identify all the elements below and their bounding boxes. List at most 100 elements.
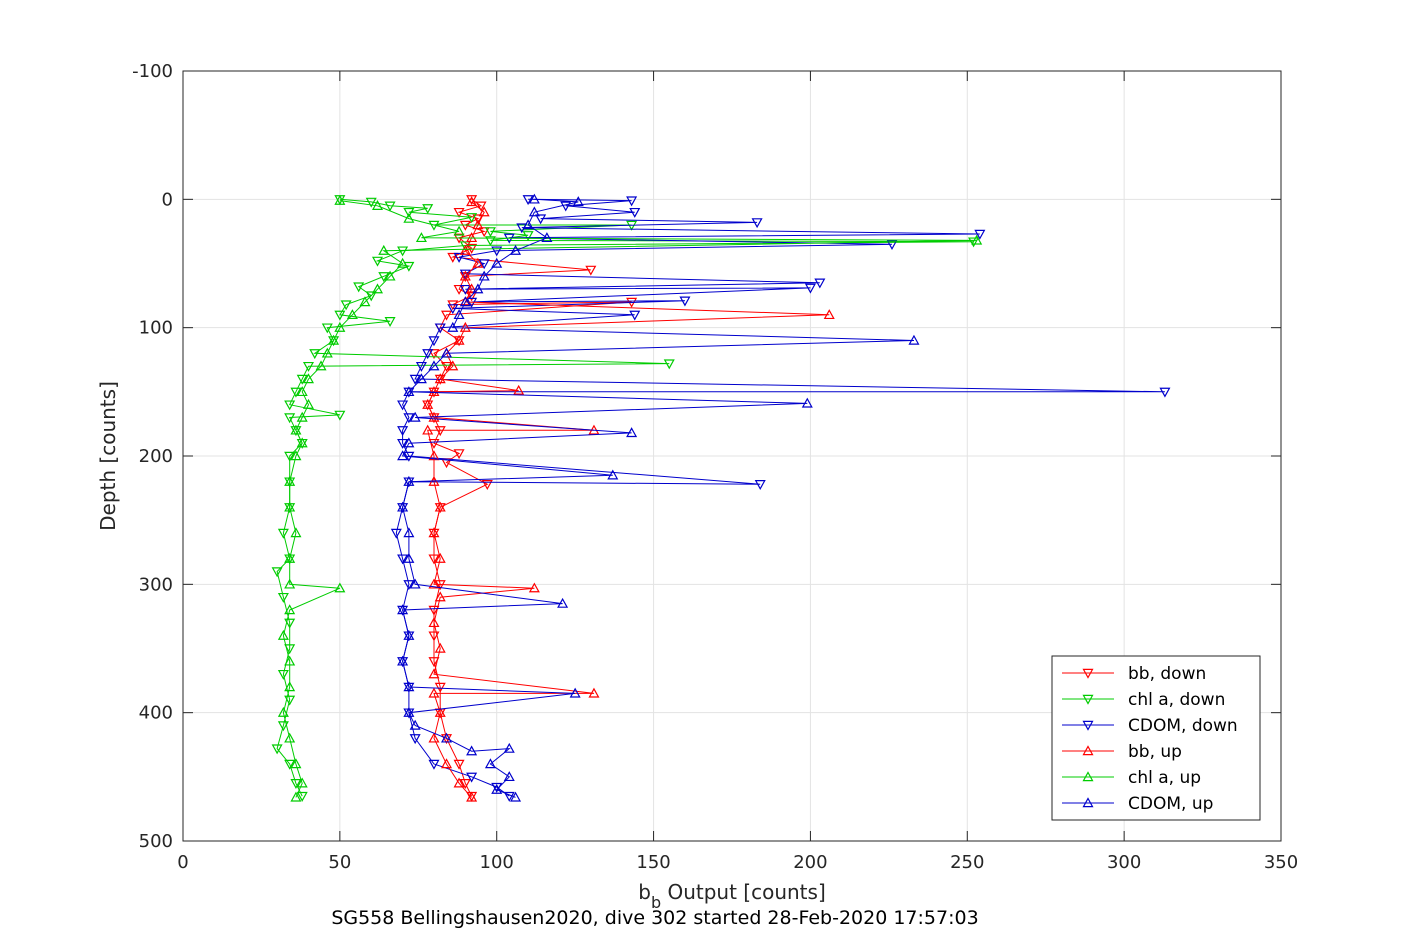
ticks: 0 50 100 150 200 250 300 350 -100 0 100 200 300 400 50… [132, 61, 1298, 873]
data-point [459, 270, 471, 281]
data-point [459, 779, 471, 789]
data-point [466, 772, 478, 783]
series-line [401, 198, 915, 798]
data-point [284, 759, 296, 770]
data-point [284, 413, 296, 424]
y-tick-label: -100 [132, 61, 173, 82]
data-point [814, 278, 826, 289]
data-point [459, 296, 471, 307]
data-point [403, 207, 415, 218]
data-point [428, 360, 440, 371]
data-point [284, 644, 296, 655]
data-point [284, 681, 296, 692]
data-point [535, 214, 547, 225]
data-point [397, 438, 409, 449]
data-point [409, 734, 421, 745]
data-point [290, 424, 302, 435]
legend-marker [1082, 668, 1094, 679]
data-point [284, 451, 296, 462]
data-point [466, 791, 478, 802]
data-point [403, 413, 415, 424]
data-point [522, 195, 534, 206]
data-point [302, 361, 315, 372]
data-point [434, 373, 446, 384]
data-point [284, 732, 296, 743]
data-point [459, 244, 471, 255]
x-axis-label-rest: Output [counts] [661, 880, 826, 904]
data-point [557, 597, 569, 608]
data-point [478, 270, 490, 281]
legend-box [1051, 655, 1261, 821]
data-point [428, 554, 440, 565]
x-tick-label: 0 [177, 852, 188, 873]
data-point [403, 629, 415, 640]
data-point [466, 291, 478, 302]
data-point [397, 426, 409, 437]
data-point [334, 582, 346, 593]
data-point [384, 317, 396, 327]
data-point [572, 196, 584, 207]
y-tick-label: 0 [162, 189, 173, 210]
data-point [441, 758, 453, 769]
data-point [503, 791, 515, 802]
data-point [290, 779, 302, 789]
data-point [277, 669, 289, 680]
legend-marker [1082, 720, 1094, 731]
data-point [491, 783, 503, 794]
data-point [434, 642, 446, 653]
data-point [481, 480, 493, 490]
x-tick-label: 250 [950, 852, 984, 873]
data-point [466, 196, 478, 207]
data-point [422, 398, 434, 409]
data-point [302, 373, 315, 384]
data-point [422, 349, 434, 360]
data-point [459, 321, 471, 332]
data-point [434, 323, 446, 334]
data-point [296, 791, 308, 802]
data-point [804, 283, 816, 294]
data-point [629, 310, 641, 321]
data-point [296, 411, 308, 422]
data-point [284, 604, 296, 615]
data-point [284, 618, 296, 629]
data-point [403, 475, 415, 486]
data-point [510, 791, 522, 802]
data-point [428, 657, 440, 668]
data-point [801, 397, 813, 408]
legend-marker [1082, 745, 1094, 756]
data-point [277, 706, 289, 717]
data-point [466, 195, 478, 206]
data-point [503, 742, 515, 753]
data-point [428, 527, 440, 538]
data-point [397, 604, 409, 615]
data-point [397, 450, 409, 461]
data-point [626, 196, 638, 207]
data-point [296, 386, 308, 397]
data-point [428, 578, 440, 589]
legend: bb, down chl a, down CDOM, down bb, up chl a… [1051, 655, 1261, 821]
series-layer [271, 193, 1171, 802]
data-point [585, 265, 597, 276]
data-point [466, 283, 478, 294]
data-point [428, 386, 440, 397]
data-point [428, 687, 440, 698]
data-point [390, 528, 402, 539]
chart-title: SG558 Bellingshausen2020, dive 302 start… [331, 907, 978, 929]
legend-marker [1082, 694, 1094, 705]
x-tick-label: 50 [328, 852, 351, 873]
data-point [428, 668, 440, 679]
data-point [447, 252, 459, 263]
data-point [441, 361, 453, 372]
data-point [271, 744, 283, 755]
data-point [397, 554, 409, 565]
y-tick-label: 400 [139, 703, 173, 724]
data-point [277, 721, 289, 732]
data-point [284, 501, 296, 512]
data-point [588, 687, 600, 698]
data-point [751, 218, 763, 229]
data-point [334, 310, 346, 321]
data-point [886, 240, 898, 250]
data-point [290, 387, 302, 398]
data-point [277, 629, 289, 640]
data-point [466, 745, 478, 756]
